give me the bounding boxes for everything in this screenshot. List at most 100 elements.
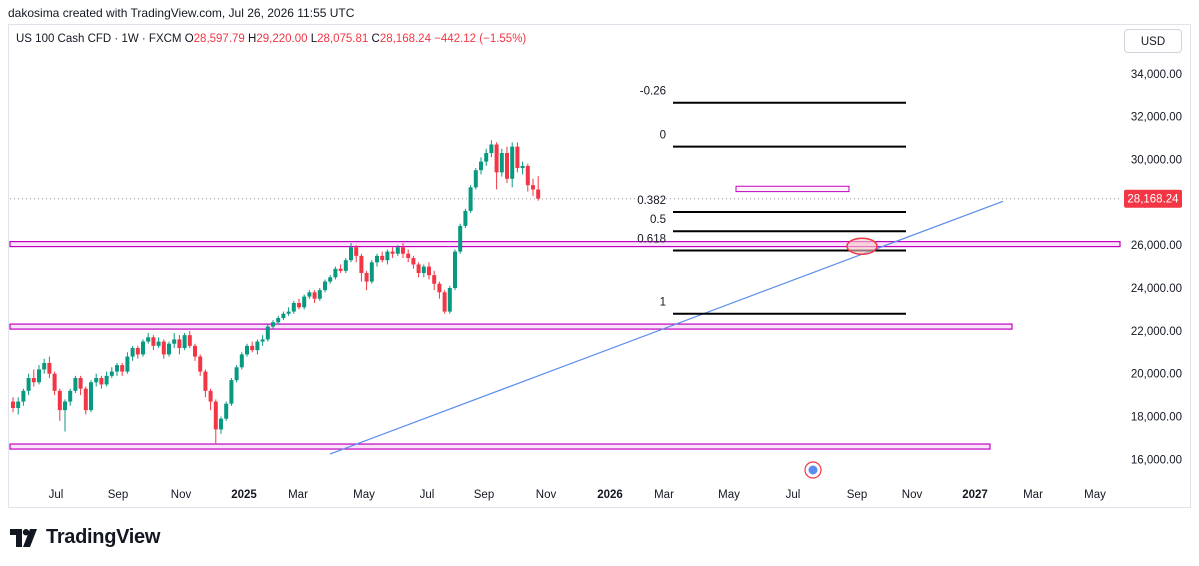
change-value: −442.12 (−1.55%) — [434, 33, 527, 45]
candle-body — [421, 266, 426, 274]
candle-body — [245, 345, 249, 355]
candle-body — [302, 296, 307, 308]
candle-body — [468, 187, 473, 211]
x-tick-label: Sep — [108, 489, 128, 501]
x-tick-label: Nov — [902, 489, 923, 501]
candle-body — [286, 311, 291, 314]
candle-body — [120, 365, 125, 372]
candle-body — [172, 339, 177, 344]
open-value: 28,597.79 — [193, 33, 245, 45]
x-tick-label: Mar — [654, 489, 674, 501]
current-range-box — [735, 185, 850, 193]
tradingview-logo-icon — [10, 528, 37, 547]
candle-body — [52, 373, 57, 391]
candle-body — [94, 377, 99, 383]
candle-body — [390, 251, 395, 254]
x-tick-label: 2027 — [962, 489, 988, 501]
candle-body — [385, 251, 390, 261]
candle-body — [21, 390, 26, 402]
y-tick-label: 26,000.00 — [1131, 240, 1182, 252]
fib-level-label: 0.5 — [650, 214, 666, 226]
candle-body — [182, 335, 187, 349]
candle-body — [458, 225, 463, 252]
candle-body — [130, 348, 135, 357]
x-tick-label: Jul — [420, 489, 435, 501]
brand-name: TradingView — [46, 526, 161, 548]
candle-body — [11, 401, 15, 408]
candle-body — [234, 367, 239, 381]
x-tick-label: 2026 — [597, 489, 623, 501]
trendline — [329, 200, 1004, 455]
x-tick-label: Nov — [171, 489, 192, 501]
candle-body — [536, 189, 541, 199]
candle-body — [375, 255, 379, 263]
support-zone — [9, 443, 991, 450]
candle-body — [473, 170, 478, 188]
candle-body — [193, 345, 197, 357]
candle-body — [323, 281, 327, 291]
candle-body — [213, 401, 218, 430]
candle-body — [333, 268, 338, 278]
fib-level-label: 0 — [660, 130, 666, 142]
x-tick-label: Jul — [786, 489, 801, 501]
last-price-label: 28,168.24 — [1127, 194, 1179, 206]
candle-body — [442, 292, 447, 312]
candle-body — [83, 388, 88, 411]
candle-body — [26, 377, 31, 391]
candle-body — [224, 403, 229, 419]
candle-body — [73, 377, 78, 391]
candle-body — [135, 348, 140, 355]
x-tick-label: Mar — [288, 489, 308, 501]
y-tick-label: 18,000.00 — [1131, 412, 1182, 424]
x-tick-label: Sep — [847, 489, 867, 501]
candle-body — [156, 341, 161, 346]
candle-body — [525, 165, 530, 186]
candle-body — [89, 382, 93, 411]
candle-body — [406, 253, 411, 259]
candle-body — [505, 153, 509, 179]
candle-body — [203, 371, 208, 391]
candle-body — [343, 260, 348, 271]
candle-body — [369, 262, 374, 282]
fib-level-label: 0.618 — [637, 234, 666, 246]
candle-body — [78, 377, 83, 389]
candle-body — [515, 146, 520, 169]
candle-body — [219, 418, 223, 430]
y-tick-label: 30,000.00 — [1131, 154, 1182, 166]
tradingview-logo[interactable]: TradingView — [10, 526, 160, 549]
close-value: 28,168.24 — [379, 33, 431, 45]
fib-level-label: 1 — [660, 297, 666, 309]
symbol-legend: US 100 Cash CFD · 1W · FXCM O28,597.79 H… — [16, 33, 526, 45]
candle-body — [63, 401, 67, 411]
candle-body — [437, 283, 442, 293]
candle-body — [432, 275, 437, 284]
candle-body — [42, 362, 47, 370]
last-price-badge — [1124, 189, 1182, 208]
y-tick-label: 22,000.00 — [1131, 326, 1182, 338]
candle-body — [312, 292, 317, 299]
candle-body — [68, 390, 73, 402]
candle-body — [271, 322, 275, 327]
candle-body — [307, 292, 312, 297]
symbol-info[interactable]: US 100 Cash CFD · 1W · FXCM — [16, 33, 182, 45]
low-label: L — [310, 33, 318, 45]
candle-body — [208, 390, 213, 402]
chart-frame — [8, 24, 1191, 508]
candle-body — [484, 153, 489, 162]
support-zone — [9, 323, 1013, 330]
candle-body — [510, 146, 515, 179]
close-label: C — [371, 33, 380, 45]
fib-level-label: 0.382 — [637, 195, 666, 207]
candle-body — [453, 251, 457, 289]
candle-body — [16, 401, 21, 408]
x-tick-label: May — [718, 489, 740, 501]
candle-body — [115, 365, 119, 372]
currency-button[interactable]: USD — [1124, 29, 1182, 53]
candle-body — [104, 375, 109, 385]
candle-body — [276, 318, 281, 323]
candle-body — [479, 161, 483, 171]
candle-body — [260, 339, 265, 342]
candle-body — [411, 258, 416, 265]
candle-body — [359, 255, 364, 274]
